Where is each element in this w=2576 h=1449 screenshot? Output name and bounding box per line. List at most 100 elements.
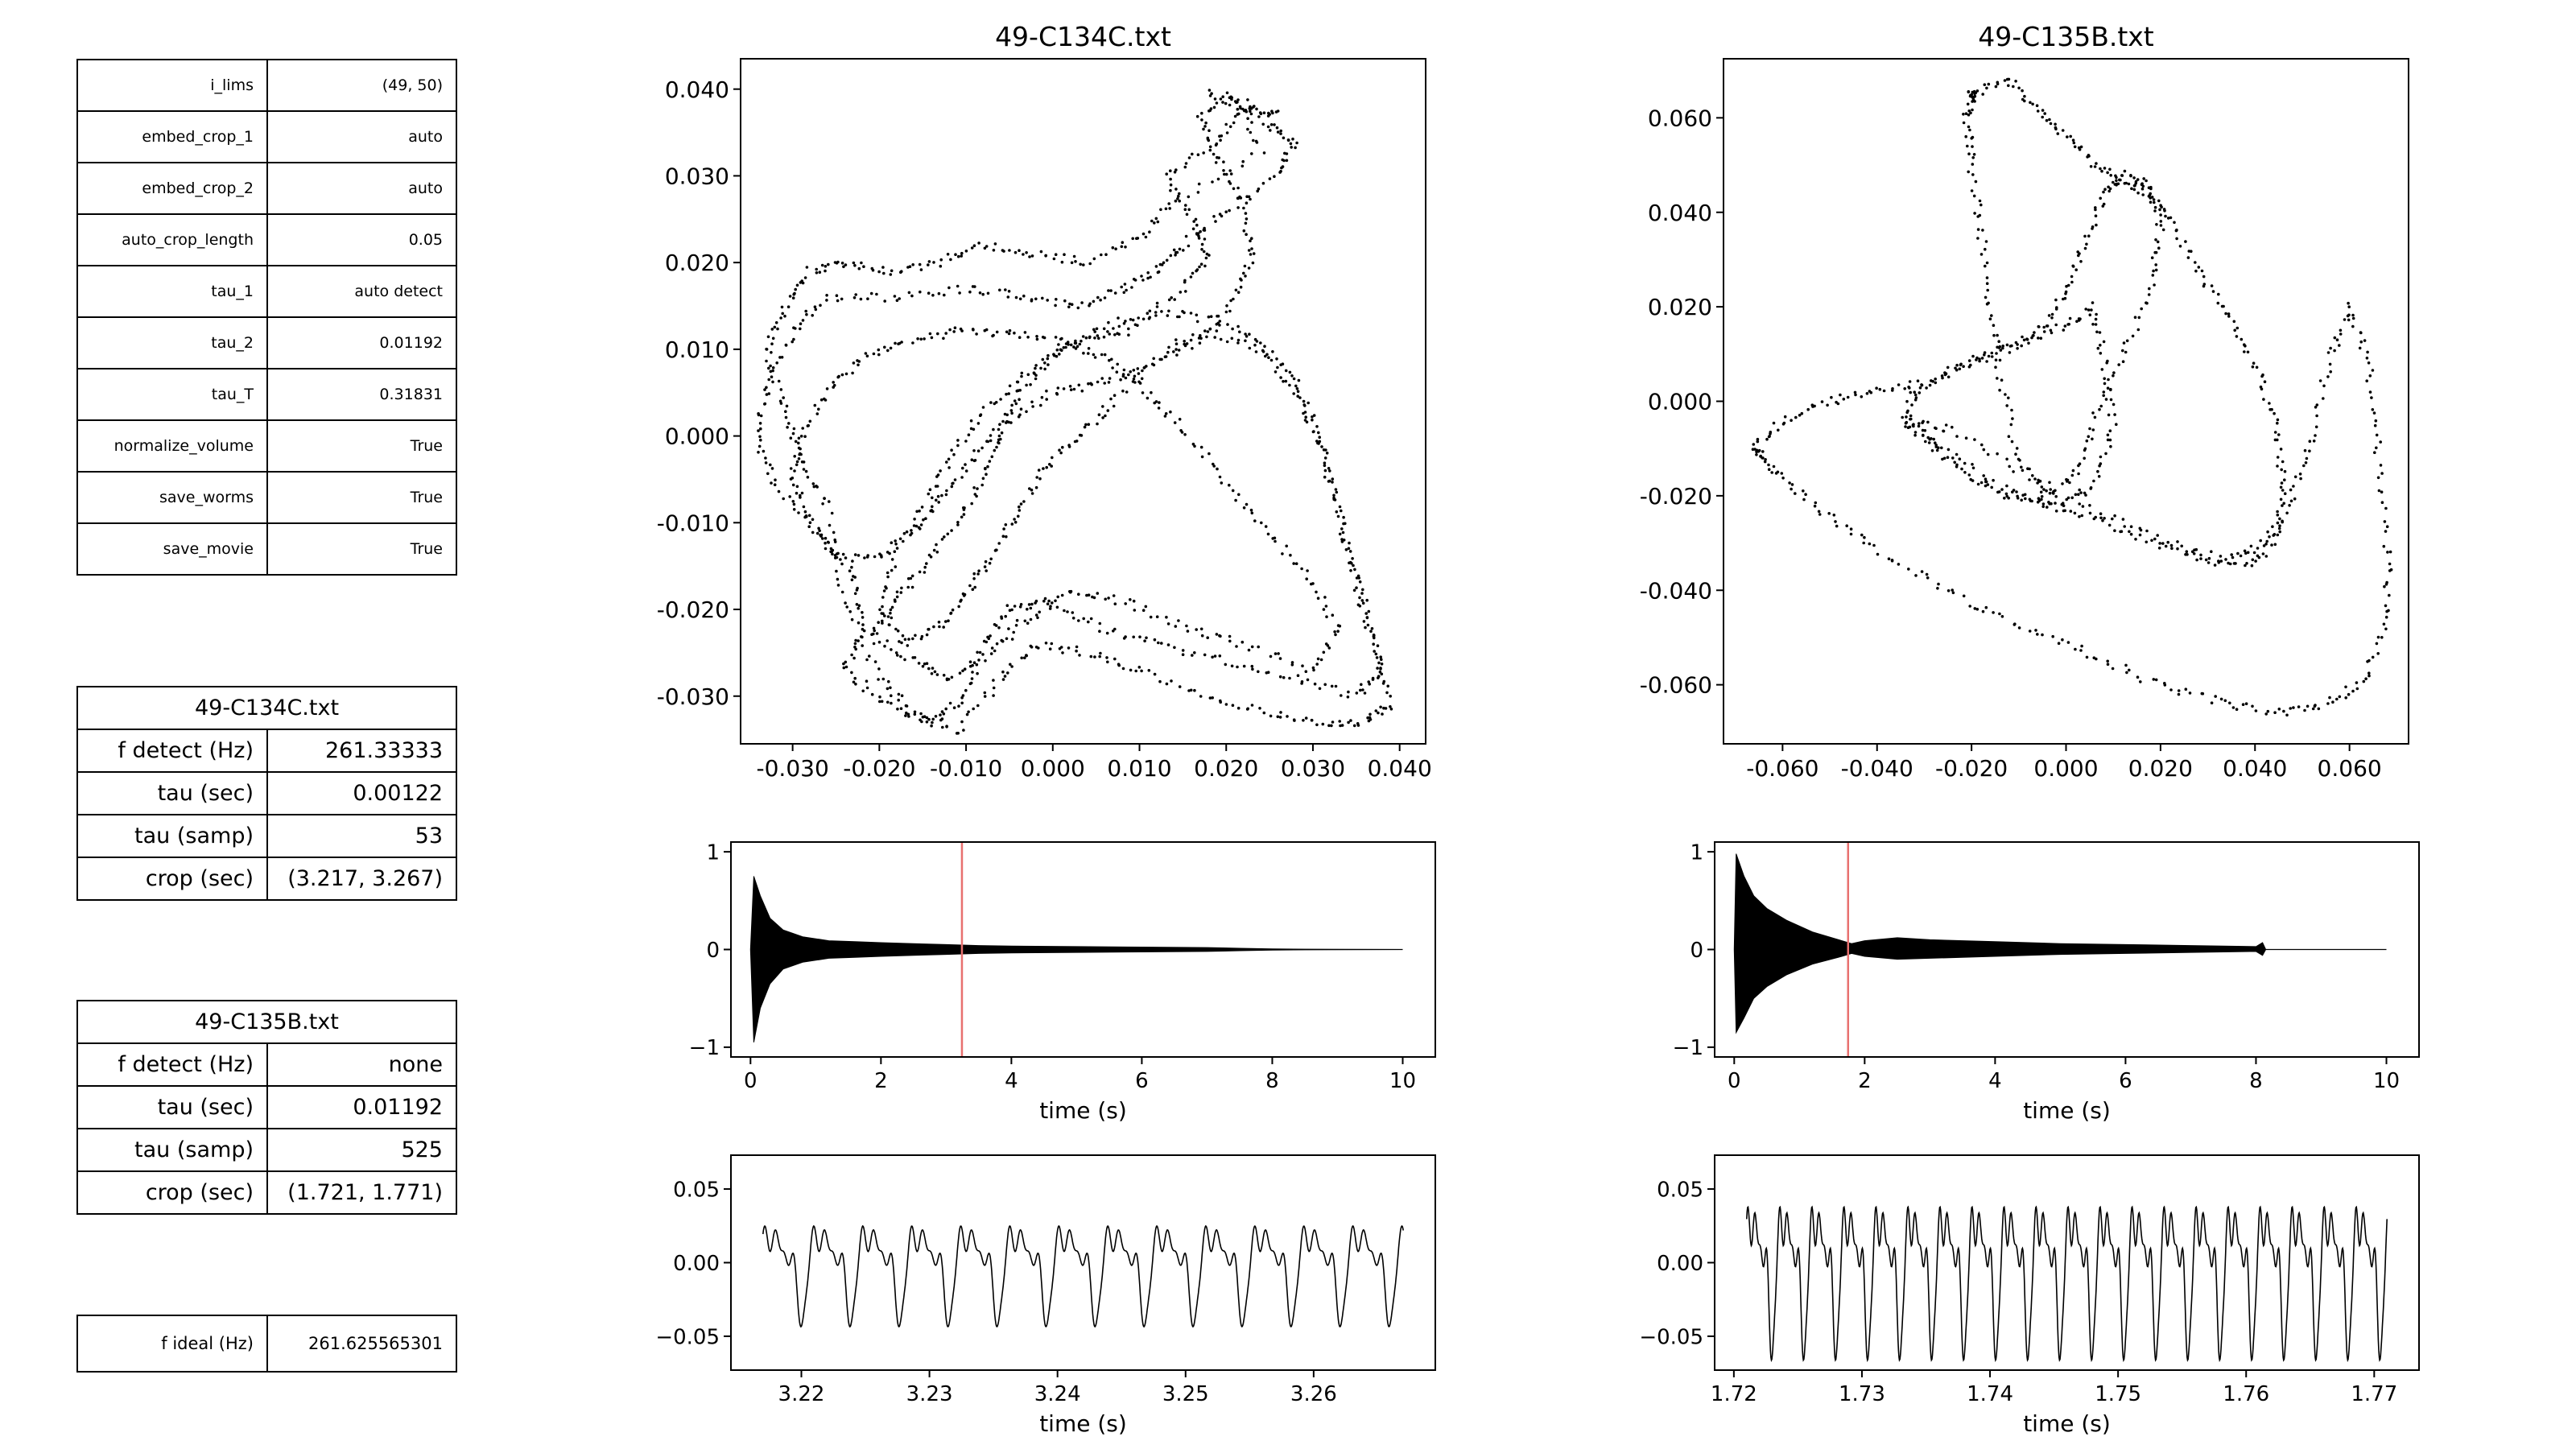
scatter-point <box>1018 605 1022 609</box>
scatter-point <box>1978 213 1982 217</box>
scatter-point <box>1311 415 1314 419</box>
scatter-point <box>934 715 938 718</box>
scatter-point <box>1802 489 1805 493</box>
scatter-point <box>2289 488 2293 492</box>
param-value: auto <box>266 110 457 163</box>
scatter-point <box>1069 388 1073 392</box>
scatter-point <box>1199 627 1203 631</box>
scatter-point <box>1119 378 1122 382</box>
scatter-point <box>2104 398 2108 401</box>
scatter-point <box>976 650 979 654</box>
phase1-axes: -0.030 -0.020 -0.010 0.000 0.010 0.020 0.030 0.… <box>657 21 1432 782</box>
scatter-point <box>1283 151 1286 155</box>
scatter-point <box>977 242 980 245</box>
scatter-point <box>1261 349 1265 353</box>
scatter-point <box>1922 419 1925 423</box>
file2-row: tau (samp) 525 <box>76 1128 457 1172</box>
scatter-point <box>2270 543 2273 547</box>
scatter-point <box>950 448 953 452</box>
scatter-point <box>1150 390 1153 394</box>
scatter-point <box>850 578 854 582</box>
scatter-point <box>2033 477 2037 481</box>
scatter-point <box>981 406 985 409</box>
scatter-point <box>1034 364 1038 367</box>
scatter-point <box>1137 380 1141 384</box>
scatter-point <box>1014 402 1018 406</box>
scatter-point <box>1958 457 1962 460</box>
scatter-point <box>1257 115 1261 118</box>
scatter-point <box>930 724 933 728</box>
scatter-point <box>1001 419 1005 423</box>
scatter-point <box>919 712 923 716</box>
scatter-point <box>941 725 944 729</box>
scatter-point <box>853 676 857 680</box>
scatter-point <box>1199 695 1203 698</box>
scatter-point <box>1244 339 1247 343</box>
scatter-point <box>1916 379 1920 383</box>
scatter-point <box>1835 524 1839 528</box>
scatter-point <box>938 625 941 629</box>
scatter-point <box>1017 514 1020 518</box>
scatter-point <box>2106 438 2110 442</box>
scatter-point <box>2213 564 2217 567</box>
scatter-point <box>1849 527 1853 530</box>
scatter-point <box>1113 394 1117 398</box>
file1-key: f detect (Hz) <box>76 729 268 773</box>
scatter-point <box>1098 654 1101 658</box>
scatter-point <box>2088 504 2091 507</box>
scatter-point <box>1969 111 1972 115</box>
scatter-point <box>1236 706 1241 710</box>
scatter-point <box>2276 510 2279 514</box>
scatter-point <box>1350 562 1353 565</box>
scatter-point <box>1990 314 1993 317</box>
scatter-point <box>2366 660 2369 663</box>
file2-row: f detect (Hz) none <box>76 1042 457 1087</box>
scatter-point <box>1967 170 1970 174</box>
scatter-point <box>1025 251 1028 254</box>
scatter-point <box>2257 555 2261 559</box>
scatter-point <box>1200 111 1203 115</box>
scatter-point <box>1080 339 1083 343</box>
scatter-point <box>1261 181 1265 185</box>
scatter-point <box>1014 295 1018 299</box>
scatter-point <box>931 667 935 670</box>
scatter-point <box>1234 288 1238 292</box>
scatter-point <box>2063 324 2067 328</box>
scatter-point <box>2048 481 2051 485</box>
param-row: save_worms True <box>76 471 457 524</box>
scatter-point <box>2154 238 2157 242</box>
scatter-point <box>1033 372 1036 375</box>
scatter-point <box>1216 155 1219 159</box>
scatter-point <box>1960 467 1963 471</box>
scatter-point <box>2109 398 2113 402</box>
scatter-point <box>1955 435 1959 438</box>
scatter-point <box>2136 178 2140 181</box>
scatter-point <box>2216 301 2220 305</box>
scatter-point <box>1010 411 1013 415</box>
scatter-point <box>1030 488 1034 492</box>
crop2-frame <box>1714 1154 2420 1371</box>
scatter-point <box>2232 562 2236 565</box>
scatter-point <box>1987 354 1991 358</box>
scatter-point <box>1107 289 1110 292</box>
y-tick-label: 0.060 <box>1648 105 1712 131</box>
scatter-point <box>2055 306 2058 309</box>
scatter-point <box>1202 127 1205 131</box>
scatter-point <box>1236 101 1239 104</box>
scatter-point <box>786 426 789 429</box>
scatter-point <box>830 550 833 553</box>
scatter-point <box>2093 165 2097 168</box>
file1-row: f detect (Hz) 261.33333 <box>76 729 458 773</box>
scatter-point <box>804 469 808 473</box>
scatter-point <box>792 502 796 506</box>
scatter-point <box>1182 249 1185 252</box>
scatter-point <box>2079 649 2083 652</box>
scatter-point <box>2158 542 2161 545</box>
scatter-point <box>1951 425 1954 429</box>
scatter-point <box>2103 517 2106 520</box>
scatter-point <box>2285 511 2289 515</box>
scatter-point <box>2227 561 2230 565</box>
scatter-point <box>859 297 863 301</box>
scatter-point <box>1926 576 1930 580</box>
scatter-point <box>1111 246 1115 250</box>
